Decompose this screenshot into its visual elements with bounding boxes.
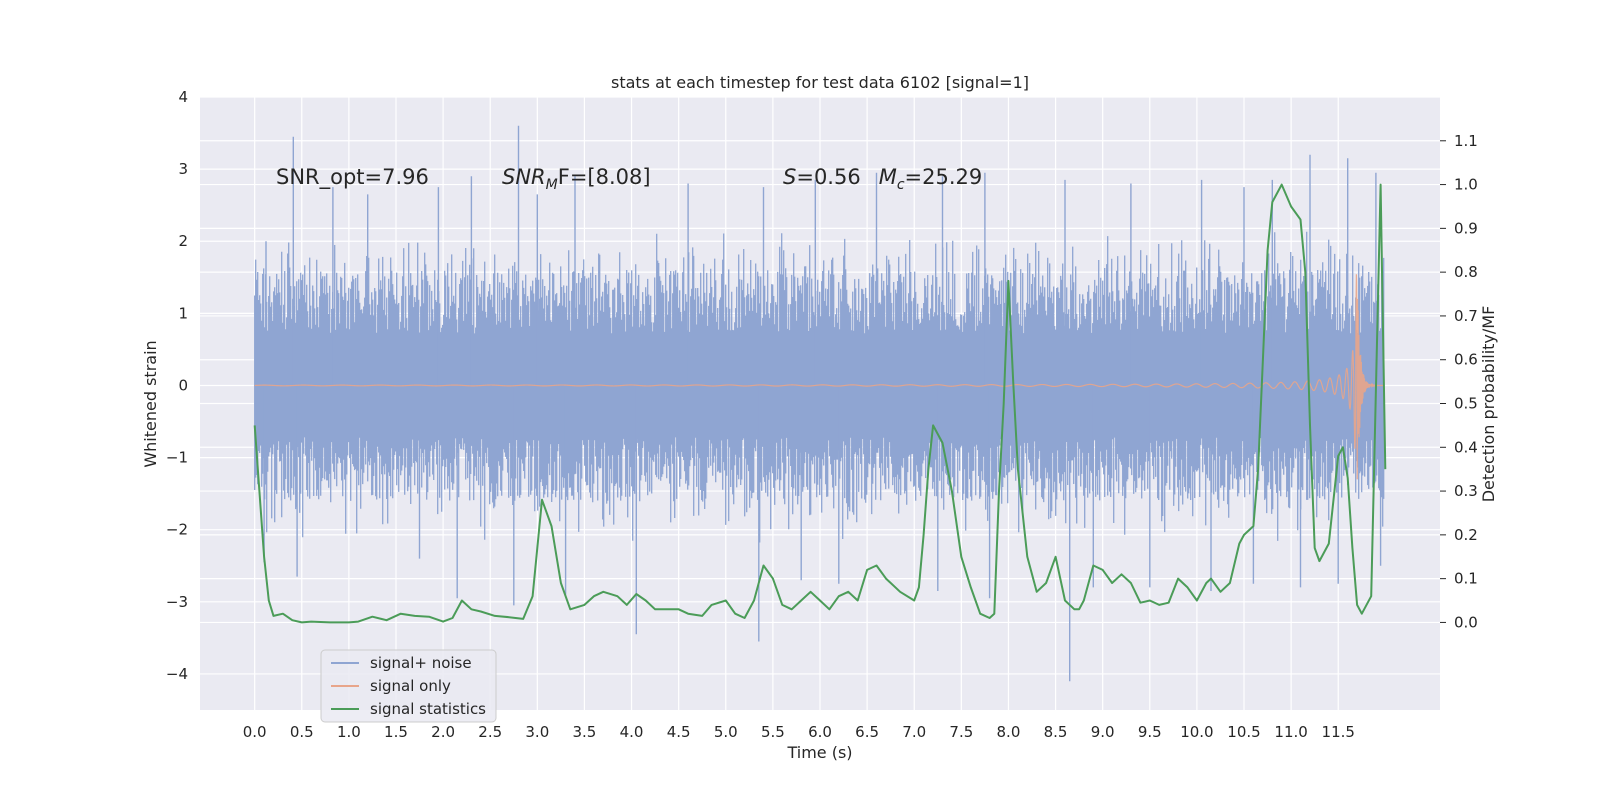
annotation-s-rest: =0.56 bbox=[796, 165, 860, 189]
x-tick-label: 2.5 bbox=[478, 723, 502, 741]
chirp-line bbox=[254, 274, 1385, 480]
legend: signal+ noise signal only signal statist… bbox=[320, 649, 497, 723]
x-tick-label: 1.5 bbox=[384, 723, 408, 741]
noise-band bbox=[254, 231, 1385, 543]
annotation-snr-mf-main: SNR bbox=[502, 165, 546, 189]
x-tick-label: 0.5 bbox=[290, 723, 314, 741]
signal-plus-noise-series bbox=[254, 125, 1385, 682]
right-y-tick-label: 0.3 bbox=[1454, 482, 1478, 500]
annotation-mc-main: M bbox=[879, 165, 897, 189]
right-y-tick-label: 0.8 bbox=[1454, 263, 1478, 281]
y-tick-label: −3 bbox=[166, 593, 188, 611]
y-tick-label: 2 bbox=[178, 232, 188, 250]
annotation-s-main: S bbox=[783, 165, 796, 189]
y-tick-label: 4 bbox=[178, 88, 188, 106]
x-tick-label: 1.0 bbox=[337, 723, 361, 741]
right-y-tick-label: 0.9 bbox=[1454, 219, 1478, 237]
legend-label-signal-statistics: signal statistics bbox=[370, 700, 486, 718]
y-tick-label: 1 bbox=[178, 304, 188, 322]
x-tick-label: 11.0 bbox=[1274, 723, 1307, 741]
noise-spikes bbox=[263, 125, 1382, 682]
y-tick-label: 3 bbox=[178, 160, 188, 178]
x-tick-label: 0.0 bbox=[243, 723, 267, 741]
x-tick-label: 8.5 bbox=[1044, 723, 1068, 741]
right-y-axis-ticks: 0.0 0.1 0.2 0.3 0.4 0.5 0.6 0.7 0.8 0.9 1.0 1.1 bbox=[1440, 132, 1478, 631]
right-y-tick-label: 0.2 bbox=[1454, 526, 1478, 544]
x-axis-ticks: 0.0 0.5 1.0 1.5 2.0 2.5 3.0 3.5 4.0 4.5 5.0 5.5 6.0 6… bbox=[243, 723, 1355, 741]
right-y-tick-label: 0.6 bbox=[1454, 351, 1478, 369]
annotation-mc-sub: c bbox=[897, 177, 905, 193]
x-tick-label: 4.5 bbox=[667, 723, 691, 741]
right-y-tick-label: 0.4 bbox=[1454, 438, 1478, 456]
y-tick-label: −2 bbox=[166, 521, 188, 539]
legend-box bbox=[320, 649, 497, 723]
right-y-tick-label: 0.7 bbox=[1454, 307, 1478, 325]
right-y-tick-label: 0.1 bbox=[1454, 570, 1478, 588]
x-tick-label: 5.0 bbox=[714, 723, 738, 741]
right-y-tick-label: 0.0 bbox=[1454, 613, 1478, 631]
annotation-snr-mf-sub: M bbox=[546, 177, 558, 193]
x-tick-label: 7.5 bbox=[949, 723, 973, 741]
annotation-snr-mf: SNRMF=[8.08] bbox=[502, 165, 651, 193]
x-tick-label: 2.0 bbox=[431, 723, 455, 741]
right-y-tick-label: 1.1 bbox=[1454, 132, 1478, 150]
x-tick-label: 3.0 bbox=[525, 723, 549, 741]
y-tick-label: −4 bbox=[166, 665, 188, 683]
annotation-snr-mf-rest: F=[8.08] bbox=[558, 165, 651, 189]
x-tick-label: 4.0 bbox=[620, 723, 644, 741]
annotation-s-mc: S=0.56 Mc=25.29 bbox=[783, 165, 982, 193]
x-tick-label: 6.5 bbox=[855, 723, 879, 741]
x-tick-label: 10.0 bbox=[1180, 723, 1213, 741]
right-y-tick-label: 1.0 bbox=[1454, 176, 1478, 194]
y-axis-label: Whitened strain bbox=[141, 340, 160, 467]
x-tick-label: 7.0 bbox=[902, 723, 926, 741]
signal-statistics-series bbox=[253, 183, 1387, 624]
legend-label-signal-noise: signal+ noise bbox=[370, 654, 472, 672]
y-tick-label: 0 bbox=[178, 376, 188, 394]
y-axis-ticks: −4 −3 −2 −1 0 1 2 3 4 bbox=[166, 88, 188, 683]
x-tick-label: 5.5 bbox=[761, 723, 785, 741]
x-tick-label: 10.5 bbox=[1227, 723, 1260, 741]
chart-title: stats at each timestep for test data 610… bbox=[611, 73, 1029, 92]
right-y-tick-label: 0.5 bbox=[1454, 395, 1478, 413]
signal-only-series bbox=[254, 274, 1385, 480]
x-tick-label: 3.5 bbox=[573, 723, 597, 741]
x-tick-label: 6.0 bbox=[808, 723, 832, 741]
statistics-line bbox=[253, 183, 1387, 624]
x-tick-label: 9.5 bbox=[1138, 723, 1162, 741]
y-tick-label: −1 bbox=[166, 449, 188, 467]
x-tick-label: 9.0 bbox=[1091, 723, 1115, 741]
annotation-mc-rest: =25.29 bbox=[905, 165, 983, 189]
annotation-snr-opt: SNR_opt=7.96 bbox=[276, 165, 429, 190]
x-axis-label: Time (s) bbox=[786, 743, 852, 762]
x-tick-label: 11.5 bbox=[1322, 723, 1355, 741]
right-y-axis-label: Detection probability/MF bbox=[1479, 306, 1498, 503]
x-tick-label: 8.0 bbox=[997, 723, 1021, 741]
legend-label-signal-only: signal only bbox=[370, 677, 451, 695]
